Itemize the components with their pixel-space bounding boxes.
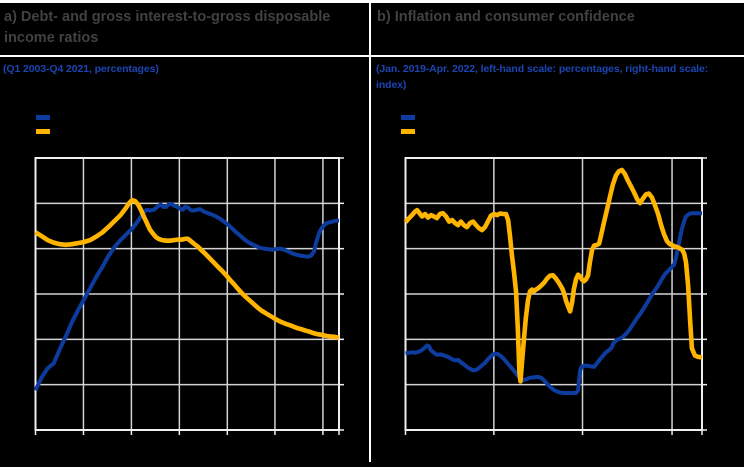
- blue-series-line: [33, 201, 339, 392]
- panel-b-legend-item-blue: [401, 114, 423, 120]
- panel-divider-line: [369, 0, 371, 462]
- yellow-line-swatch-icon: [401, 128, 415, 134]
- blue-line-swatch-icon: [36, 114, 50, 120]
- yellow-series-line: [34, 197, 340, 341]
- yellow-series-line: [403, 167, 703, 384]
- panel-a-title: a) Debt- and gross interest-to-gross dis…: [4, 9, 331, 46]
- panel-a-subtitle: (Q1 2003-Q4 2021, percentages): [3, 63, 159, 75]
- top-border-line: [0, 0, 744, 3]
- panel-a: a) Debt- and gross interest-to-gross dis…: [0, 0, 370, 467]
- panel-a-legend-item-blue: [36, 114, 58, 120]
- panel-a-chart: [33, 157, 344, 435]
- panel-a-legend-item-yellow: [36, 128, 58, 134]
- title-separator-rule: [0, 55, 744, 57]
- panel-b-chart: [403, 157, 707, 435]
- blue-line-swatch-icon: [401, 114, 415, 120]
- blue-series-line: [405, 211, 702, 395]
- yellow-line-swatch-icon: [36, 128, 50, 134]
- panel-b: b) Inflation and consumer confidence (Ja…: [372, 0, 744, 467]
- panel-b-subtitle: (Jan. 2019-Apr. 2022, left-hand scale: p…: [376, 63, 709, 91]
- panel-b-title: b) Inflation and consumer confidence: [377, 9, 635, 25]
- panel-b-legend-item-yellow: [401, 128, 423, 134]
